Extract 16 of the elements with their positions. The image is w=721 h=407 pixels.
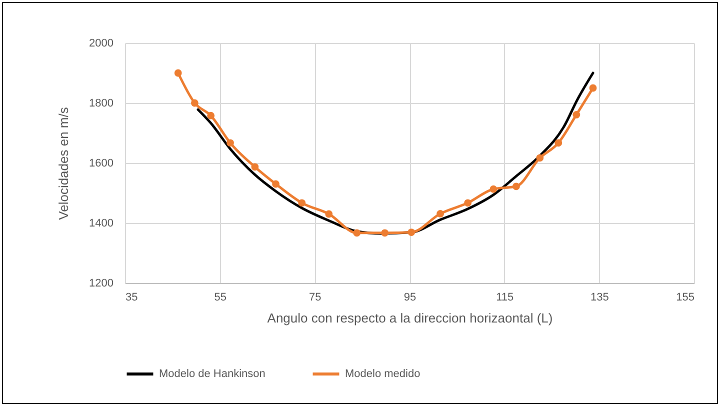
x-tick-label: 35 — [126, 292, 138, 304]
y-tick-label: 1800 — [89, 98, 114, 110]
y-axis-title: Velocidades en m/s — [56, 106, 72, 220]
legend-label: Modelo de Hankinson — [159, 368, 266, 380]
y-tick-label: 2000 — [89, 38, 114, 50]
x-tick-label: 55 — [214, 292, 226, 304]
x-tick-label: 155 — [676, 292, 694, 304]
y-tick-label: 1400 — [89, 218, 114, 230]
y-tick-label: 1600 — [89, 158, 114, 170]
x-axis-title: Angulo con respecto a la direccion horizaontal (L) — [267, 310, 553, 326]
x-tick-label: 95 — [404, 292, 416, 304]
y-tick-label: 1200 — [89, 278, 114, 290]
x-tick-label: 115 — [496, 292, 514, 304]
legend-label: Modelo medido — [345, 368, 420, 380]
x-tick-label: 135 — [590, 292, 609, 304]
x-tick-label: 75 — [309, 292, 322, 304]
